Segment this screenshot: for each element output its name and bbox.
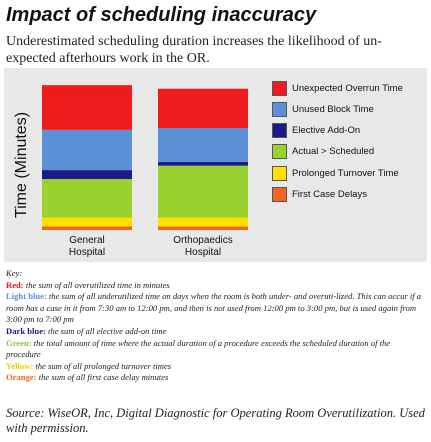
bar-segment <box>158 217 248 227</box>
key-name: Orange: <box>6 372 37 383</box>
stacked-bar-chart: Time (Minutes) General Hospital Orthopae… <box>13 85 248 258</box>
bar-segment <box>42 217 132 227</box>
page-title: Impact of scheduling inaccuracy <box>6 4 317 26</box>
legend-item-first-case-delays: First Case Delays <box>272 184 403 204</box>
bar-segment <box>158 165 248 218</box>
category-label-general: General <box>69 235 105 246</box>
key-text: the sum of all first case delay minutes <box>36 372 169 383</box>
legend-item-unused-block: Unused Block Time <box>272 99 403 119</box>
bar-segment <box>42 85 132 130</box>
bars-group <box>42 85 248 230</box>
key-item-light-blue: Light blue: the sum of all underutilized… <box>6 291 426 326</box>
key-text: the sum of all elective add-on time <box>45 325 167 336</box>
key-name: Dark blue: <box>6 325 46 336</box>
bar-segment <box>42 179 132 218</box>
bar-segment <box>158 88 248 129</box>
legend-label: First Case Delays <box>292 188 367 200</box>
legend-label: Prolonged Turnover Time <box>292 167 399 179</box>
key-heading: Key: <box>6 268 23 278</box>
page-subtitle: Underestimated scheduling duration incre… <box>6 34 382 66</box>
legend-swatch <box>272 165 287 181</box>
legend-item-prolonged-turnover: Prolonged Turnover Time <box>272 163 403 183</box>
key-item-yellow: Yellow: the sum of all prolonged turnove… <box>6 361 426 373</box>
bar-segment <box>158 162 248 166</box>
legend-swatch <box>272 80 287 96</box>
key-text: the sum of all overutilized time in minu… <box>23 279 170 290</box>
legend-label: Unused Block Time <box>292 103 374 115</box>
y-axis-label: Time (Minutes) <box>13 112 30 218</box>
bar-segment <box>42 226 132 230</box>
source-note: Source: WiseOR, Inc, Digital Diagnostic … <box>6 406 425 435</box>
legend-swatch <box>272 144 287 160</box>
key-item-dark-blue: Dark blue: the sum of all elective add-o… <box>6 326 426 338</box>
legend-swatch <box>272 186 287 202</box>
legend-label: Elective Add-On <box>292 125 361 137</box>
chart-panel: Time (Minutes) General Hospital Orthopae… <box>4 68 427 262</box>
key-name: Yellow: <box>6 360 34 371</box>
bar-segment <box>42 129 132 171</box>
legend-item-actual-gt-scheduled: Actual > Scheduled <box>272 142 403 162</box>
category-label-orthopaedics-line2: Hospital <box>185 247 221 258</box>
chart-legend: Unexpected Overrun Time Unused Block Tim… <box>272 78 403 206</box>
legend-label: Unexpected Overrun Time <box>292 82 403 94</box>
category-label-orthopaedics: Orthopaedics <box>173 235 232 246</box>
key-text: the sum of all underutilized time on day… <box>6 291 422 325</box>
legend-swatch <box>272 123 287 139</box>
key-name: Red: <box>6 279 24 290</box>
bar-segment <box>158 226 248 230</box>
key-name: Light blue: <box>6 291 47 302</box>
bar-segment <box>42 170 132 180</box>
key-text: the total amount of time where the actua… <box>6 337 391 360</box>
key-item-green: Green: the total amount of time where th… <box>6 338 426 361</box>
key-section: Key: Red: the sum of all overutilized ti… <box>6 268 426 384</box>
category-label-general-line2: Hospital <box>69 247 105 258</box>
key-text: the sum of all prolonged turnover times <box>33 360 172 371</box>
legend-swatch <box>272 101 287 117</box>
legend-label: Actual > Scheduled <box>292 146 375 158</box>
legend-item-elective-add-on: Elective Add-On <box>272 121 403 141</box>
legend-item-unexpected-overrun: Unexpected Overrun Time <box>272 78 403 98</box>
key-item-red: Red: the sum of all overutilized time in… <box>6 280 426 292</box>
bar-segment <box>158 128 248 163</box>
key-name: Green: <box>6 337 32 348</box>
key-item-orange: Orange: the sum of all first case delay … <box>6 372 426 384</box>
